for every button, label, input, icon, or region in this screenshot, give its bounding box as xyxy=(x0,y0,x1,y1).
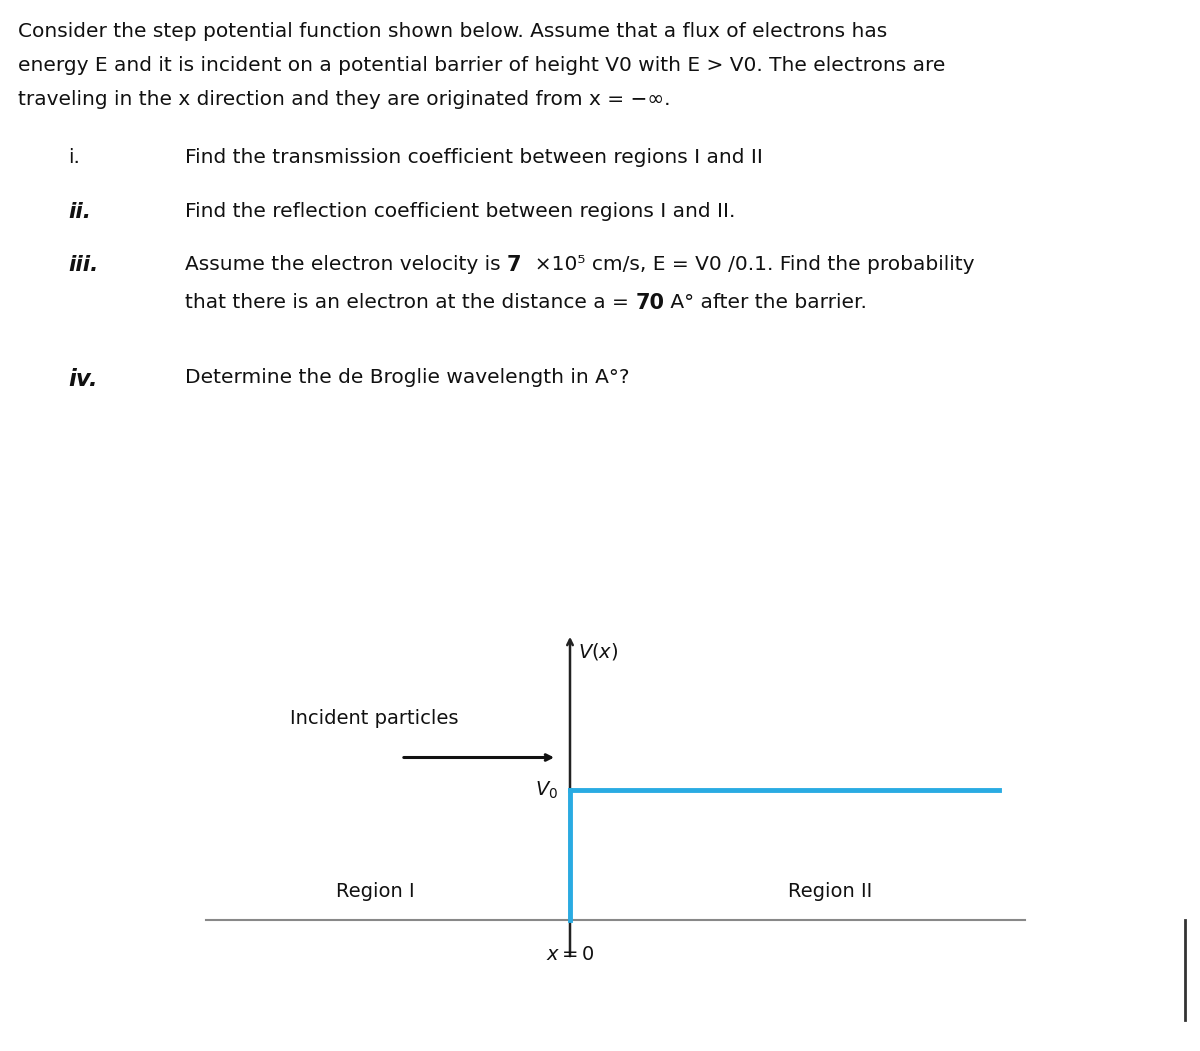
Text: ii.: ii. xyxy=(68,202,91,222)
Text: Incident particles: Incident particles xyxy=(290,709,458,728)
Text: that there is an electron at the distance a =: that there is an electron at the distanc… xyxy=(185,293,635,312)
Text: ×10⁵ cm/s, E = V0 /0.1. Find the probability: ×10⁵ cm/s, E = V0 /0.1. Find the probabi… xyxy=(522,255,974,274)
Text: Consider the step potential function shown below. Assume that a flux of electron: Consider the step potential function sho… xyxy=(18,22,887,41)
Text: 70: 70 xyxy=(635,293,665,313)
Text: traveling in the x direction and they are originated from x = −∞.: traveling in the x direction and they ar… xyxy=(18,90,671,109)
Text: Find the reflection coefficient between regions I and II.: Find the reflection coefficient between … xyxy=(185,202,736,221)
Text: Region I: Region I xyxy=(336,882,414,901)
Text: Find the transmission coefficient between regions I and II: Find the transmission coefficient betwee… xyxy=(185,148,763,167)
Text: 7: 7 xyxy=(508,255,522,275)
Text: $V_0$: $V_0$ xyxy=(535,780,558,801)
Text: Region II: Region II xyxy=(788,882,872,901)
Text: Determine the de Broglie wavelength in A°?: Determine the de Broglie wavelength in A… xyxy=(185,368,630,387)
Text: i.: i. xyxy=(68,148,80,167)
Text: iv.: iv. xyxy=(68,368,97,391)
Text: $x = 0$: $x = 0$ xyxy=(546,945,594,964)
Text: $V(x)$: $V(x)$ xyxy=(578,640,618,661)
Text: energy E and it is incident on a potential barrier of height V0 with E > V0. The: energy E and it is incident on a potenti… xyxy=(18,56,946,75)
Text: A° after the barrier.: A° after the barrier. xyxy=(665,293,868,312)
Text: iii.: iii. xyxy=(68,255,98,275)
Text: Assume the electron velocity is: Assume the electron velocity is xyxy=(185,255,508,274)
